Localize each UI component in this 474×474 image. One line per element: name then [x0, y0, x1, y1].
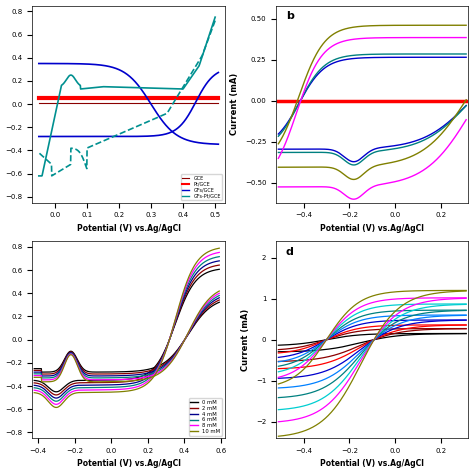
Legend: 0 mM, 2 mM, 4 mM, 6 mM, 8 mM, 10 mM: 0 mM, 2 mM, 4 mM, 6 mM, 8 mM, 10 mM: [189, 399, 222, 436]
Y-axis label: Current (mA): Current (mA): [230, 73, 239, 135]
Text: d: d: [286, 247, 293, 257]
Legend: GCE, Pt/GCE, GFs/GCE, GFs-Pt/GCE: GCE, Pt/GCE, GFs/GCE, GFs-Pt/GCE: [181, 174, 222, 200]
X-axis label: Potential (V) vs.Ag/AgCl: Potential (V) vs.Ag/AgCl: [77, 459, 181, 468]
Text: b: b: [286, 11, 293, 21]
Y-axis label: Current (mA): Current (mA): [241, 309, 250, 371]
X-axis label: Potential (V) vs.Ag/AgCl: Potential (V) vs.Ag/AgCl: [77, 224, 181, 233]
X-axis label: Potential (V) vs.Ag/AgCl: Potential (V) vs.Ag/AgCl: [320, 459, 424, 468]
X-axis label: Potential (V) vs.Ag/AgCl: Potential (V) vs.Ag/AgCl: [320, 224, 424, 233]
